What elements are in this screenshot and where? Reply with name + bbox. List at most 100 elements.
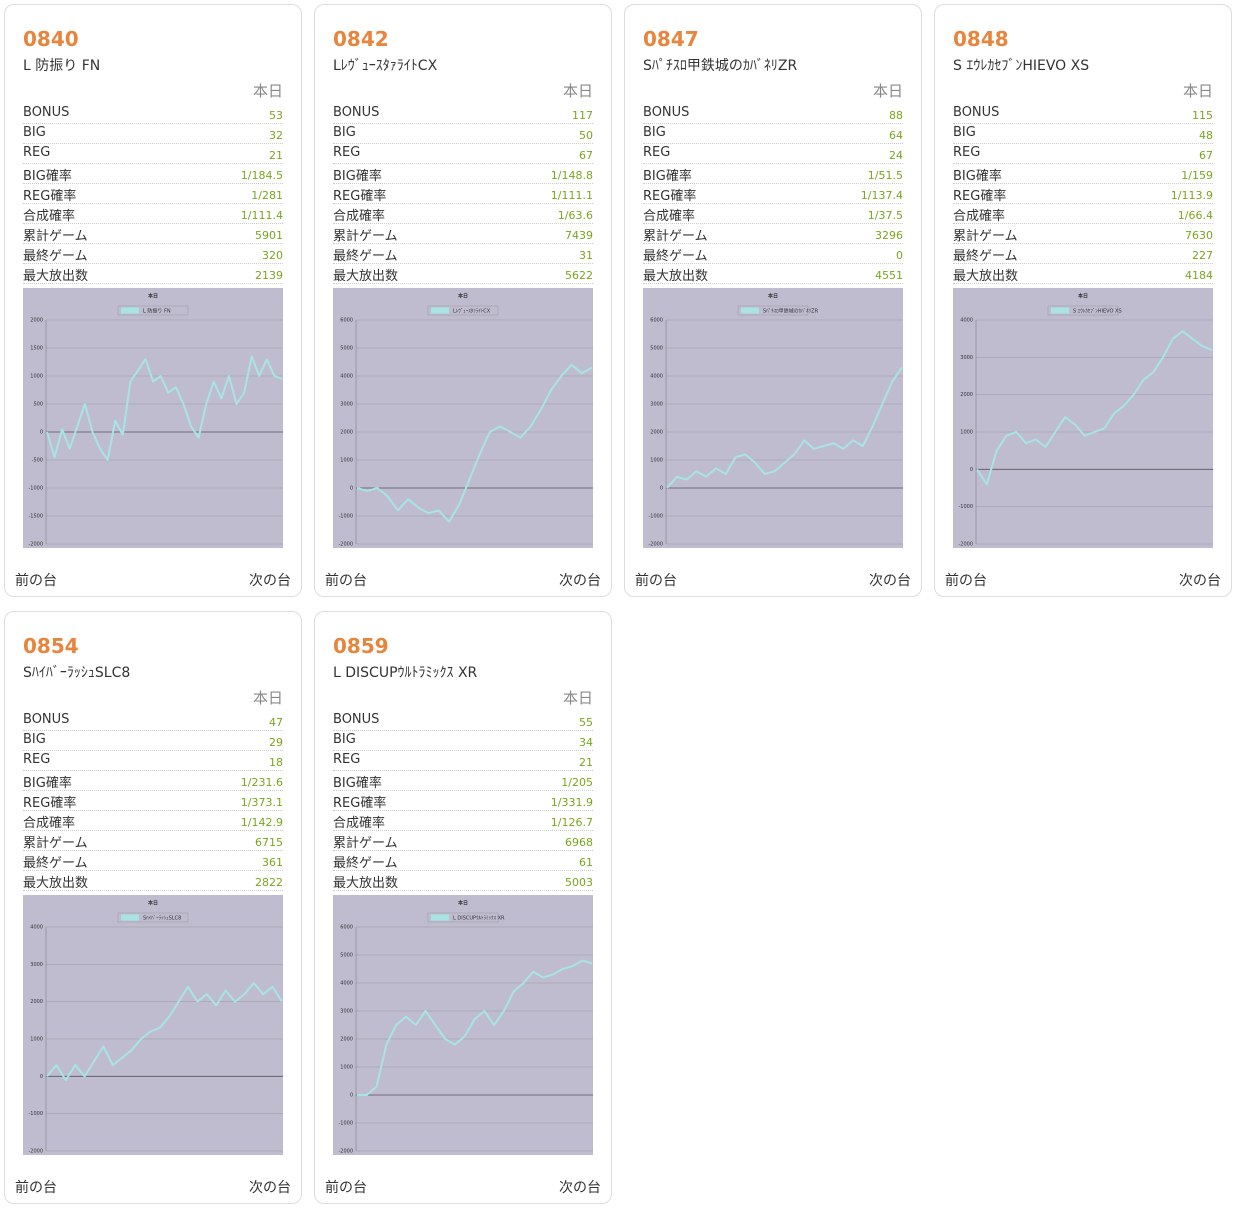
chart: 本日 S ｴｳﾚｶｾﾌﾞﾝHIEVO XS -2000 -1000 0 1000 2000 3… [953, 288, 1213, 548]
machine-name: LﾚｳﾞｭｰｽﾀｧﾗｲﾄCX [333, 58, 438, 74]
prev-link[interactable]: 前の台 [325, 573, 367, 589]
next-link[interactable]: 次の台 [249, 573, 291, 589]
stat-label: REG確率 [23, 796, 77, 811]
stat-value: 48 [1199, 129, 1213, 142]
stat-row: BONUS 115 [953, 104, 1213, 124]
legend-swatch [121, 307, 139, 314]
stat-row: 累計ゲーム 3296 [643, 224, 903, 244]
stat-row: 累計ゲーム 5901 [23, 224, 283, 244]
legend-label: L 防振り FN [143, 308, 171, 315]
prev-link[interactable]: 前の台 [15, 573, 57, 589]
machine-name: S ｴｳﾚｶｾﾌﾞﾝHIEVO XS [953, 58, 1090, 74]
stat-row: 最終ゲーム 0 [643, 244, 903, 264]
legend-box [737, 305, 809, 316]
next-link[interactable]: 次の台 [249, 1180, 291, 1196]
y-tick-label: 2000 [30, 999, 43, 1005]
stat-value: 2822 [255, 876, 283, 889]
stat-value: 1/51.5 [867, 169, 903, 182]
stat-value: 1/111.1 [550, 189, 593, 202]
y-tick-label: 1000 [340, 458, 353, 464]
stat-label: 累計ゲーム [953, 229, 1018, 244]
stat-row: REG 21 [333, 751, 593, 771]
stat-row: BIG 50 [333, 124, 593, 144]
machine-card: 0847 Sﾊﾟﾁｽﾛ甲鉄城のｶﾊﾞﾈﾘZR 本日 BONUS 88 BIG 64 REG 24… [624, 4, 922, 597]
stat-row: 合成確率 1/66.4 [953, 204, 1213, 224]
chart: 本日 LﾚｳﾞｭｰｽﾀｧﾗｲﾄCX -2000 -1000 0 1000 2000 3000 4… [333, 288, 593, 548]
y-tick-label: 5000 [340, 953, 353, 959]
y-tick-label: 1000 [960, 430, 973, 436]
prev-link[interactable]: 前の台 [15, 1180, 57, 1196]
data-line [666, 367, 903, 489]
stat-value: 1/113.9 [1170, 189, 1213, 202]
legend-label: SﾊｲﾊﾞｰﾗｯｼｭSLC8 [143, 915, 181, 922]
chart: 本日 L DISCUPｳﾙﾄﾗﾐｯｸｽ XR -2000 -1000 0 1000 2000… [333, 895, 593, 1155]
stat-label: BONUS [953, 105, 1000, 120]
stat-label: BIG [953, 125, 976, 140]
prev-link[interactable]: 前の台 [635, 573, 677, 589]
chart-background [333, 895, 593, 1155]
chart-title: 本日 [147, 900, 158, 907]
y-tick-label: 1500 [30, 346, 43, 352]
y-tick-label: 1000 [340, 1065, 353, 1071]
stat-value: 1/137.4 [860, 189, 903, 202]
stat-label: 累計ゲーム [333, 229, 398, 244]
data-line [46, 355, 283, 461]
stat-value: 1/281 [251, 189, 283, 202]
chart-title: 本日 [767, 293, 778, 300]
next-link[interactable]: 次の台 [1179, 573, 1221, 589]
y-tick-label: 3000 [30, 962, 43, 968]
stat-row: 合成確率 1/37.5 [643, 204, 903, 224]
stat-label: REG確率 [643, 189, 697, 204]
next-link[interactable]: 次の台 [559, 1180, 601, 1196]
stat-value: 1/373.1 [240, 796, 283, 809]
stat-value: 64 [889, 129, 903, 142]
next-link[interactable]: 次の台 [559, 573, 601, 589]
stat-label: REG確率 [23, 189, 77, 204]
stat-label: BONUS [23, 105, 70, 120]
chart: 本日 L 防振り FN -2000 -1500 -1000 -500 0 500 1000 150… [23, 288, 283, 548]
stat-label: BIG [23, 732, 46, 747]
stat-value: 6715 [255, 836, 283, 849]
stat-label: 最終ゲーム [23, 249, 88, 264]
stat-value: 1/126.7 [550, 816, 593, 829]
y-tick-label: -2000 [648, 542, 663, 548]
y-tick-label: 0 [40, 1074, 43, 1080]
stat-row: 累計ゲーム 6715 [23, 831, 283, 851]
machine-number: 0854 [23, 634, 79, 658]
stat-label: BIG [333, 125, 356, 140]
stat-label: BONUS [23, 712, 70, 727]
stat-row: REG確率 1/113.9 [953, 184, 1213, 204]
stat-value: 117 [572, 109, 593, 122]
stat-label: 合成確率 [953, 209, 1006, 224]
legend-swatch [741, 307, 759, 314]
stat-row: 最大放出数 5003 [333, 871, 593, 891]
machine-card: 0842 LﾚｳﾞｭｰｽﾀｧﾗｲﾄCX 本日 BONUS 117 BIG 50 REG 67 BI… [314, 4, 612, 597]
stat-label: REG [333, 145, 361, 160]
stat-value: 1/205 [561, 776, 593, 789]
stat-row: 合成確率 1/126.7 [333, 811, 593, 831]
legend-box [117, 912, 189, 923]
y-tick-label: -1000 [648, 514, 663, 520]
stat-row: REG 67 [333, 144, 593, 164]
stat-label: 最大放出数 [333, 876, 399, 891]
stat-label: BIG [333, 732, 356, 747]
data-line [357, 959, 593, 1096]
prev-link[interactable]: 前の台 [945, 573, 987, 589]
stat-label: BIG確率 [23, 169, 72, 184]
chart-title: 本日 [457, 900, 468, 907]
next-link[interactable]: 次の台 [869, 573, 911, 589]
chart: 本日 SﾊｲﾊﾞｰﾗｯｼｭSLC8 -2000 -1000 0 1000 2000 3000 4… [23, 895, 283, 1155]
y-tick-label: 1000 [30, 374, 43, 380]
chart-title: 本日 [457, 293, 468, 300]
stat-row: BIG 48 [953, 124, 1213, 144]
stat-row: 最終ゲーム 361 [23, 851, 283, 871]
data-line [976, 330, 1213, 486]
stat-label: REG [23, 145, 51, 160]
stat-row: BIG確率 1/231.6 [23, 771, 283, 791]
legend-label: LﾚｳﾞｭｰｽﾀｧﾗｲﾄCX [453, 308, 491, 315]
prev-link[interactable]: 前の台 [325, 1180, 367, 1196]
machine-card: 0840 L 防振り FN 本日 BONUS 53 BIG 32 REG 21 BIG確率 1/18… [4, 4, 302, 597]
stat-value: 67 [579, 149, 593, 162]
stat-row: 最大放出数 4184 [953, 264, 1213, 284]
